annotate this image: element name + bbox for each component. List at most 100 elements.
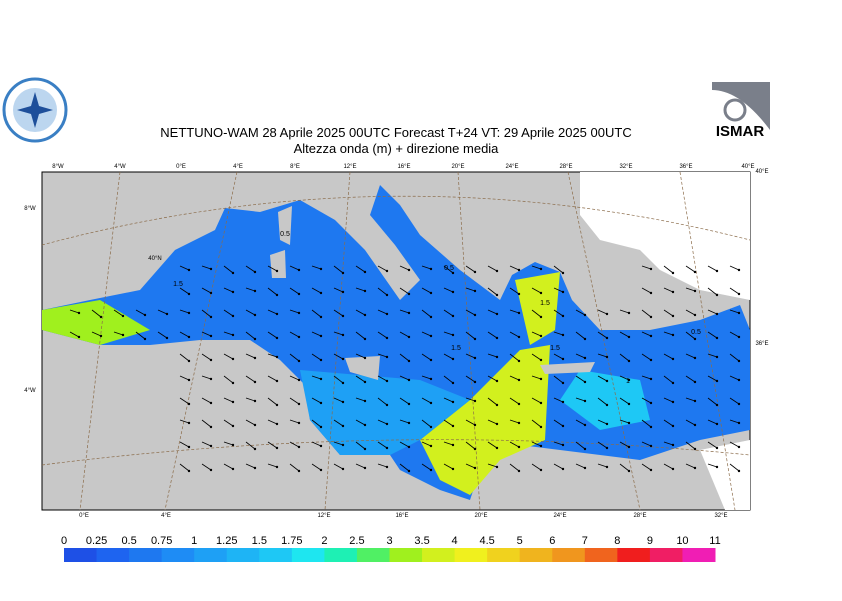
wave-arrow bbox=[685, 265, 696, 273]
wave-arrow bbox=[685, 375, 696, 383]
wave-arrow-head bbox=[209, 291, 213, 295]
wave-arrow bbox=[729, 463, 740, 472]
wave-arrow bbox=[355, 309, 366, 316]
colorbar-label: 11 bbox=[709, 535, 720, 547]
wave-arrow-head bbox=[451, 443, 455, 447]
colorbar-swatch bbox=[64, 548, 98, 562]
wave-arrow-head bbox=[253, 313, 257, 317]
wave-arrow-head bbox=[407, 292, 411, 296]
wave-arrow-head bbox=[363, 356, 367, 360]
wave-arrow-head bbox=[517, 469, 521, 473]
wave-arrow-head bbox=[275, 293, 279, 297]
wave-arrow bbox=[399, 287, 410, 295]
wave-arrow-head bbox=[363, 447, 367, 451]
wave-arrow-head bbox=[187, 292, 191, 296]
wave-arrow-head bbox=[605, 336, 609, 340]
wave-arrow bbox=[245, 265, 256, 273]
wave-arrow-head bbox=[627, 335, 631, 339]
wave-arrow bbox=[421, 397, 432, 404]
wave-arrow-head bbox=[209, 315, 213, 319]
wave-arrow-head bbox=[517, 378, 521, 382]
wave-arrow bbox=[641, 331, 652, 337]
wave-arrow bbox=[531, 397, 542, 404]
wave-arrow bbox=[663, 309, 674, 317]
wave-arrow bbox=[311, 375, 322, 380]
wave-arrow-head bbox=[715, 403, 719, 407]
wave-arrow-head bbox=[451, 357, 455, 361]
wave-arrow bbox=[509, 375, 520, 381]
wave-arrow bbox=[355, 287, 366, 292]
wave-arrow bbox=[443, 397, 454, 403]
wave-arrow-head bbox=[517, 335, 521, 339]
wave-arrow bbox=[267, 309, 278, 315]
wave-arrow-head bbox=[583, 337, 587, 341]
wave-arrow-head bbox=[429, 291, 433, 295]
wave-arrow bbox=[509, 397, 520, 405]
wave-arrow-head bbox=[231, 400, 235, 404]
grat-label: 40°E bbox=[741, 164, 754, 170]
wave-arrow-head bbox=[693, 289, 697, 293]
wave-arrow bbox=[575, 353, 586, 359]
wave-arrow-head bbox=[341, 443, 345, 447]
wave-arrow-head bbox=[407, 421, 411, 425]
wave-arrow bbox=[663, 397, 674, 403]
wave-arrow bbox=[377, 463, 388, 468]
contour-label: 1.5 bbox=[451, 345, 461, 352]
wave-arrow-head bbox=[649, 291, 653, 295]
wave-arrow-head bbox=[451, 381, 455, 385]
colorbar-label: 1.75 bbox=[281, 535, 302, 547]
wave-arrow bbox=[311, 287, 322, 294]
wave-arrow-head bbox=[275, 336, 279, 340]
colorbar-swatch bbox=[194, 548, 228, 562]
wave-arrow-head bbox=[341, 333, 345, 337]
wave-arrow-head bbox=[517, 359, 521, 363]
wave-arrow-head bbox=[297, 311, 301, 315]
wave-arrow-head bbox=[341, 381, 345, 385]
colorbar-swatch bbox=[617, 548, 651, 562]
wave-arrow-head bbox=[319, 267, 323, 271]
wave-arrow-head bbox=[341, 357, 345, 361]
wave-arrow-head bbox=[627, 469, 631, 473]
wave-arrow bbox=[421, 265, 432, 270]
colorbar: 0 0.25 0.5 0.75 1 1.25 1.5 1.75 2 2.5 3 3.5 4 4.5 5 6 7 8… bbox=[61, 535, 721, 562]
title: NETTUNO-WAM 28 Aprile 2025 00UTC Forecas… bbox=[160, 125, 631, 140]
wave-arrow bbox=[201, 419, 212, 428]
colorbar-label: 0.5 bbox=[121, 535, 136, 547]
grat-label: 8°W bbox=[24, 206, 36, 212]
contour-label: 1 bbox=[626, 378, 630, 385]
wave-arrow bbox=[641, 309, 652, 318]
wave-arrow bbox=[333, 375, 344, 384]
logo-left bbox=[2, 77, 68, 143]
wave-arrow-head bbox=[253, 337, 257, 341]
wave-arrow-head bbox=[429, 444, 433, 448]
wave-arrow-head bbox=[187, 359, 191, 363]
wave-arrow-head bbox=[737, 421, 741, 425]
wave-arrow-head bbox=[715, 269, 719, 273]
wave-arrow bbox=[553, 419, 564, 427]
colorbar-swatch bbox=[356, 548, 390, 562]
wave-arrow-head bbox=[561, 333, 565, 337]
wave-arrow-head bbox=[649, 358, 653, 362]
wave-arrow-head bbox=[429, 334, 433, 338]
wave-arrow bbox=[531, 463, 542, 471]
wave-arrow-head bbox=[187, 311, 191, 315]
wave-arrow bbox=[201, 331, 212, 337]
wave-arrow-head bbox=[517, 268, 521, 272]
grat-label: 28°E bbox=[633, 513, 646, 519]
wave-arrow bbox=[69, 331, 80, 338]
contour-label: 0.5 bbox=[280, 231, 290, 238]
wave-arrow bbox=[399, 331, 410, 338]
wave-arrow bbox=[355, 463, 366, 469]
wave-arrow-head bbox=[737, 402, 741, 406]
wave-arrow-head bbox=[187, 421, 191, 425]
wave-arrow-head bbox=[671, 467, 675, 471]
wave-arrow-head bbox=[627, 402, 631, 406]
wave-arrow bbox=[575, 309, 586, 316]
wave-arrow-head bbox=[671, 333, 675, 337]
wave-arrow bbox=[333, 463, 344, 470]
wave-arrow bbox=[179, 419, 190, 424]
wave-arrow-head bbox=[539, 377, 543, 381]
wave-arrow bbox=[201, 309, 212, 318]
grat-label: 12°E bbox=[343, 164, 356, 170]
colorbar-label: 5 bbox=[517, 535, 523, 547]
